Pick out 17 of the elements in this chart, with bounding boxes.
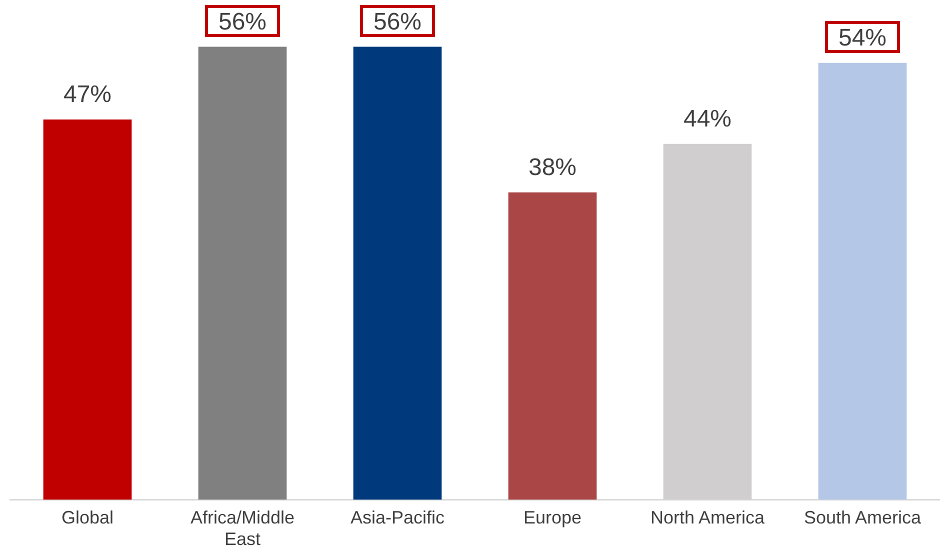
x-tick-label: Europe — [523, 508, 582, 528]
x-tick-label: Asia-Pacific — [350, 508, 445, 528]
x-tick-label: Africa/Middle East — [190, 508, 295, 550]
data-label: 56% — [373, 8, 422, 36]
data-label: 38% — [528, 154, 577, 181]
bar — [353, 46, 442, 500]
bar — [198, 46, 287, 500]
data-label: 54% — [838, 24, 887, 52]
x-tick-label: South America — [804, 508, 922, 528]
bar — [43, 120, 132, 500]
x-tick-label: North America — [650, 508, 766, 528]
data-label: 44% — [683, 105, 732, 132]
x-tick-label: Global — [61, 508, 114, 528]
data-label: 47% — [63, 81, 112, 108]
data-label: 56% — [218, 8, 267, 36]
bar — [818, 62, 907, 500]
bar — [508, 192, 597, 500]
